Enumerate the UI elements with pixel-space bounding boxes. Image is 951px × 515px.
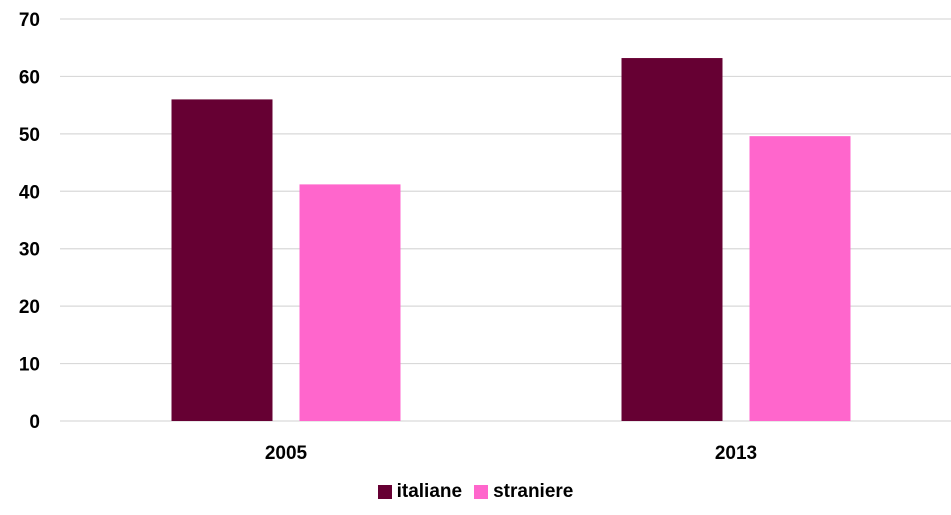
y-tick-label-20: 20 <box>19 297 40 318</box>
bar-italiane-2013 <box>621 58 723 422</box>
legend-item-italiane: italiane <box>377 481 463 503</box>
y-tick-label-50: 50 <box>19 125 40 146</box>
bar-straniere-2013 <box>749 136 851 421</box>
y-tick-label-0: 0 <box>29 412 40 433</box>
x-tick-label-2013: 2013 <box>715 443 757 464</box>
legend-label-straniere: straniere <box>493 481 574 502</box>
y-axis: 0 10 20 30 40 50 60 70 <box>19 10 40 433</box>
y-tick-label-60: 60 <box>19 67 40 88</box>
legend-swatch-italiane <box>377 485 392 499</box>
bar-chart: 0 10 20 30 40 50 60 70 2005 2013 <box>19 10 951 464</box>
y-tick-label-70: 70 <box>19 10 40 31</box>
legend-item-straniere: straniere <box>474 481 573 503</box>
y-tick-label-40: 40 <box>19 182 40 203</box>
x-axis: 2005 2013 <box>265 443 757 464</box>
bar-straniere-2005 <box>299 184 401 421</box>
x-tick-label-2005: 2005 <box>265 443 308 464</box>
bar-italiane-2005 <box>171 99 273 422</box>
legend-swatch-straniere <box>474 485 489 499</box>
legend: italiane straniere <box>0 481 951 503</box>
y-tick-label-10: 10 <box>19 355 40 376</box>
y-tick-label-30: 30 <box>19 240 40 261</box>
bars <box>171 58 851 422</box>
legend-label-italiane: italiane <box>396 481 463 502</box>
